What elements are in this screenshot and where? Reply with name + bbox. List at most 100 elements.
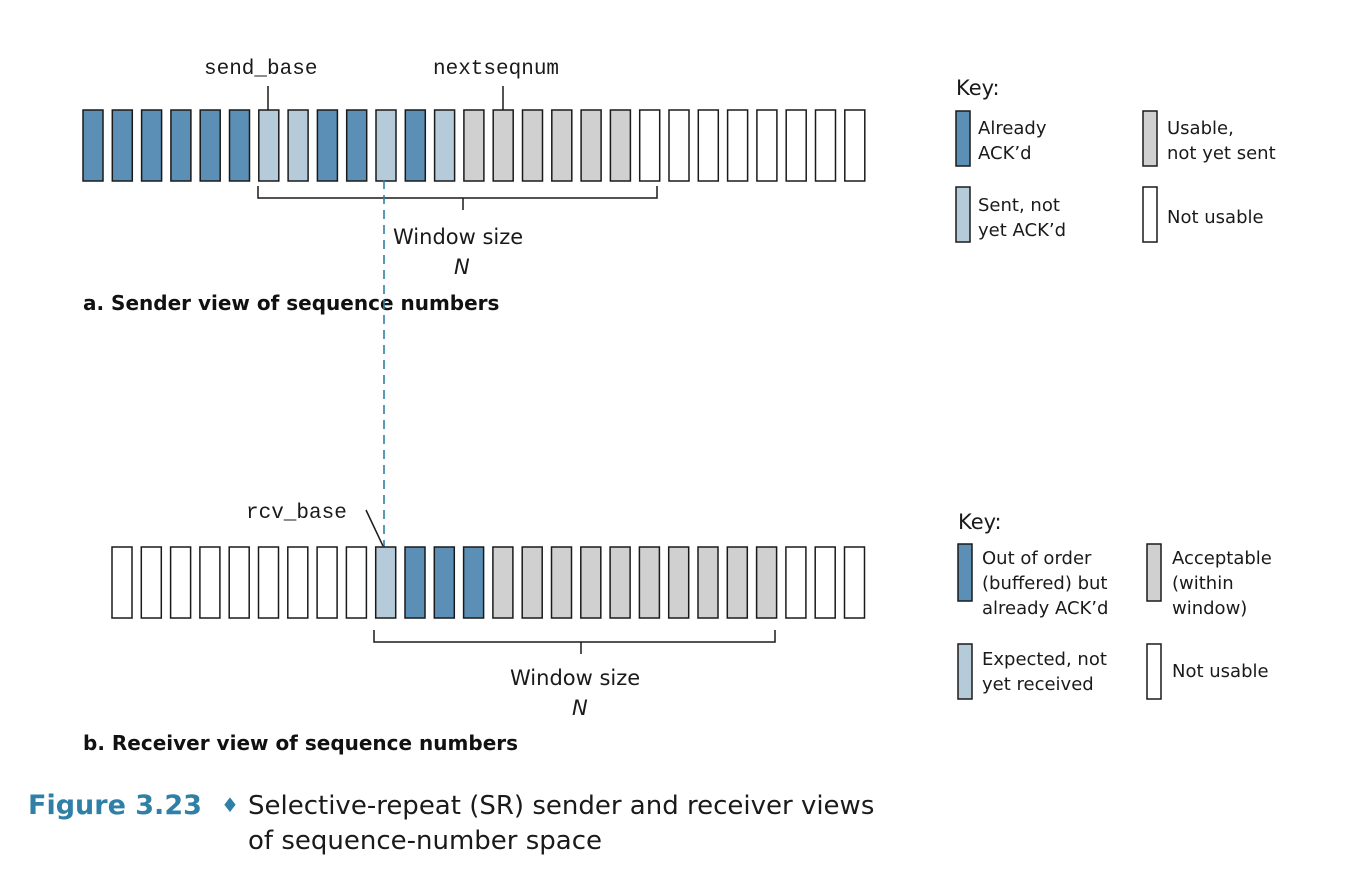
sender-slot-not-usable	[814, 109, 837, 182]
sender-window-bracket	[257, 186, 658, 210]
sender-slot-usable-slot	[492, 109, 514, 182]
sender-panel: send_base nextseqnum Window size N a. Se…	[82, 58, 866, 315]
sender-slot-sent-not-acked	[433, 109, 456, 182]
receiver-slot-usable-slot	[521, 546, 543, 619]
receiver-slot-not-usable	[228, 546, 250, 619]
caption-line-1: Selective-repeat (SR) sender and receive…	[248, 791, 874, 821]
sender-slot-already-acked	[228, 109, 251, 182]
sender-slot-already-acked	[404, 109, 427, 182]
receiver-slot-not-usable	[199, 546, 221, 619]
sender-slot-not-usable	[726, 109, 749, 182]
sender-slot-already-acked	[82, 109, 104, 182]
receiver-slot-usable-slot	[755, 546, 778, 619]
sender-key-usable-line1: Usable,	[1167, 118, 1234, 139]
receiver-key-usable-line2: (within	[1172, 573, 1234, 594]
sender-slot-sent-not-acked	[258, 109, 280, 182]
sender-key-sent-line1: Sent, not	[978, 195, 1060, 216]
sender-slot-not-usable	[638, 109, 661, 182]
receiver-key-ack-swatch	[957, 543, 973, 602]
receiver-key-sent-line2: yet received	[982, 674, 1094, 695]
receiver-slot-not-usable	[287, 546, 309, 619]
receiver-slot-usable-slot	[638, 546, 661, 619]
sender-sequence-slots	[82, 109, 866, 182]
receiver-subtitle: b. Receiver view of sequence numbers	[83, 731, 518, 755]
sender-key-none-swatch	[1142, 186, 1158, 243]
receiver-key-sent-line1: Expected, not	[982, 649, 1107, 670]
rcv-base-pointer-line	[365, 509, 384, 547]
receiver-slot-already-acked	[462, 546, 485, 619]
receiver-slot-usable-slot	[609, 546, 631, 619]
receiver-slot-usable-slot	[492, 546, 514, 619]
receiver-slot-usable-slot	[550, 546, 573, 619]
sender-slot-not-usable	[756, 109, 778, 182]
receiver-key-none-swatch	[1146, 643, 1162, 700]
sender-key-none-line1: Not usable	[1167, 207, 1264, 228]
nextseqnum-label: nextseqnum	[433, 58, 559, 81]
sender-slot-already-acked	[170, 109, 192, 182]
receiver-slot-not-usable	[169, 546, 192, 619]
figure-caption: Figure 3.23 ♦ Selective-repeat (SR) send…	[28, 790, 874, 856]
receiver-panel: rcv_base Window size N b. Receiver view …	[83, 502, 866, 755]
receiver-slot-already-acked	[404, 546, 426, 619]
receiver-slot-not-usable	[345, 546, 368, 619]
receiver-key-usable-line3: window)	[1172, 598, 1247, 619]
sender-key-ack-line1: Already	[978, 118, 1047, 139]
receiver-window-n: N	[572, 696, 588, 720]
sender-key-sent-line2: yet ACK’d	[978, 220, 1066, 241]
receiver-slot-sent-not-acked	[374, 546, 397, 619]
rcv-base-label: rcv_base	[246, 502, 347, 525]
receiver-key-sent-swatch	[957, 643, 973, 700]
receiver-key: Key: Out of order (buffered) but already…	[957, 510, 1272, 700]
sender-slot-sent-not-acked	[287, 109, 309, 182]
receiver-slot-not-usable	[257, 546, 280, 619]
receiver-slot-not-usable	[140, 546, 163, 619]
receiver-slot-usable-slot	[726, 546, 749, 619]
receiver-slot-not-usable	[814, 546, 836, 619]
receiver-slot-not-usable	[316, 546, 338, 619]
sender-slot-usable-slot	[521, 109, 544, 182]
sender-key-sent-swatch	[955, 186, 971, 243]
sender-key-ack-swatch	[955, 110, 971, 167]
receiver-slot-not-usable	[111, 546, 133, 619]
sender-slot-usable-slot	[551, 109, 573, 182]
receiver-key-none-line1: Not usable	[1172, 661, 1269, 682]
sender-slot-usable-slot	[609, 109, 632, 182]
sender-key-title: Key:	[956, 76, 1000, 100]
sender-slot-not-usable	[785, 109, 807, 182]
receiver-key-title: Key:	[958, 510, 1002, 534]
receiver-slot-not-usable	[785, 546, 807, 619]
caption-line-2: of sequence-number space	[248, 826, 602, 856]
receiver-slot-not-usable	[843, 546, 866, 619]
sender-key-usable-line2: not yet sent	[1167, 143, 1276, 164]
send-base-label: send_base	[204, 58, 317, 81]
receiver-key-usable-line1: Acceptable	[1172, 548, 1272, 569]
sender-slot-not-usable	[668, 109, 690, 182]
caption-bullet: ♦	[221, 793, 239, 817]
receiver-window-bracket	[373, 630, 776, 654]
sender-slot-already-acked	[316, 109, 339, 182]
sender-subtitle: a. Sender view of sequence numbers	[83, 291, 499, 315]
sender-slot-already-acked	[111, 109, 134, 182]
sender-slot-usable-slot	[580, 109, 602, 182]
sender-key: Key: Already ACK’d Usable, not yet sent …	[955, 76, 1276, 243]
sender-slot-not-usable	[697, 109, 720, 182]
receiver-slot-usable-slot	[667, 546, 690, 619]
receiver-key-usable-swatch	[1146, 543, 1162, 602]
receiver-key-ack-line1: Out of order	[982, 548, 1092, 569]
sender-slot-usable-slot	[463, 109, 485, 182]
receiver-slot-usable-slot	[697, 546, 719, 619]
sender-slot-already-acked	[199, 109, 221, 182]
receiver-slot-usable-slot	[580, 546, 602, 619]
sender-slot-not-usable	[844, 109, 866, 182]
sender-key-ack-line2: ACK’d	[978, 143, 1032, 164]
receiver-key-ack-line2: (buffered) but	[982, 573, 1107, 594]
sender-slot-already-acked	[345, 109, 368, 182]
receiver-slot-already-acked	[433, 546, 456, 619]
sender-slot-already-acked	[140, 109, 163, 182]
receiver-window-label: Window size	[510, 666, 640, 690]
caption-figure-number: Figure 3.23	[28, 790, 202, 821]
receiver-key-ack-line3: already ACK’d	[982, 598, 1108, 619]
sender-key-usable-swatch	[1142, 110, 1158, 167]
